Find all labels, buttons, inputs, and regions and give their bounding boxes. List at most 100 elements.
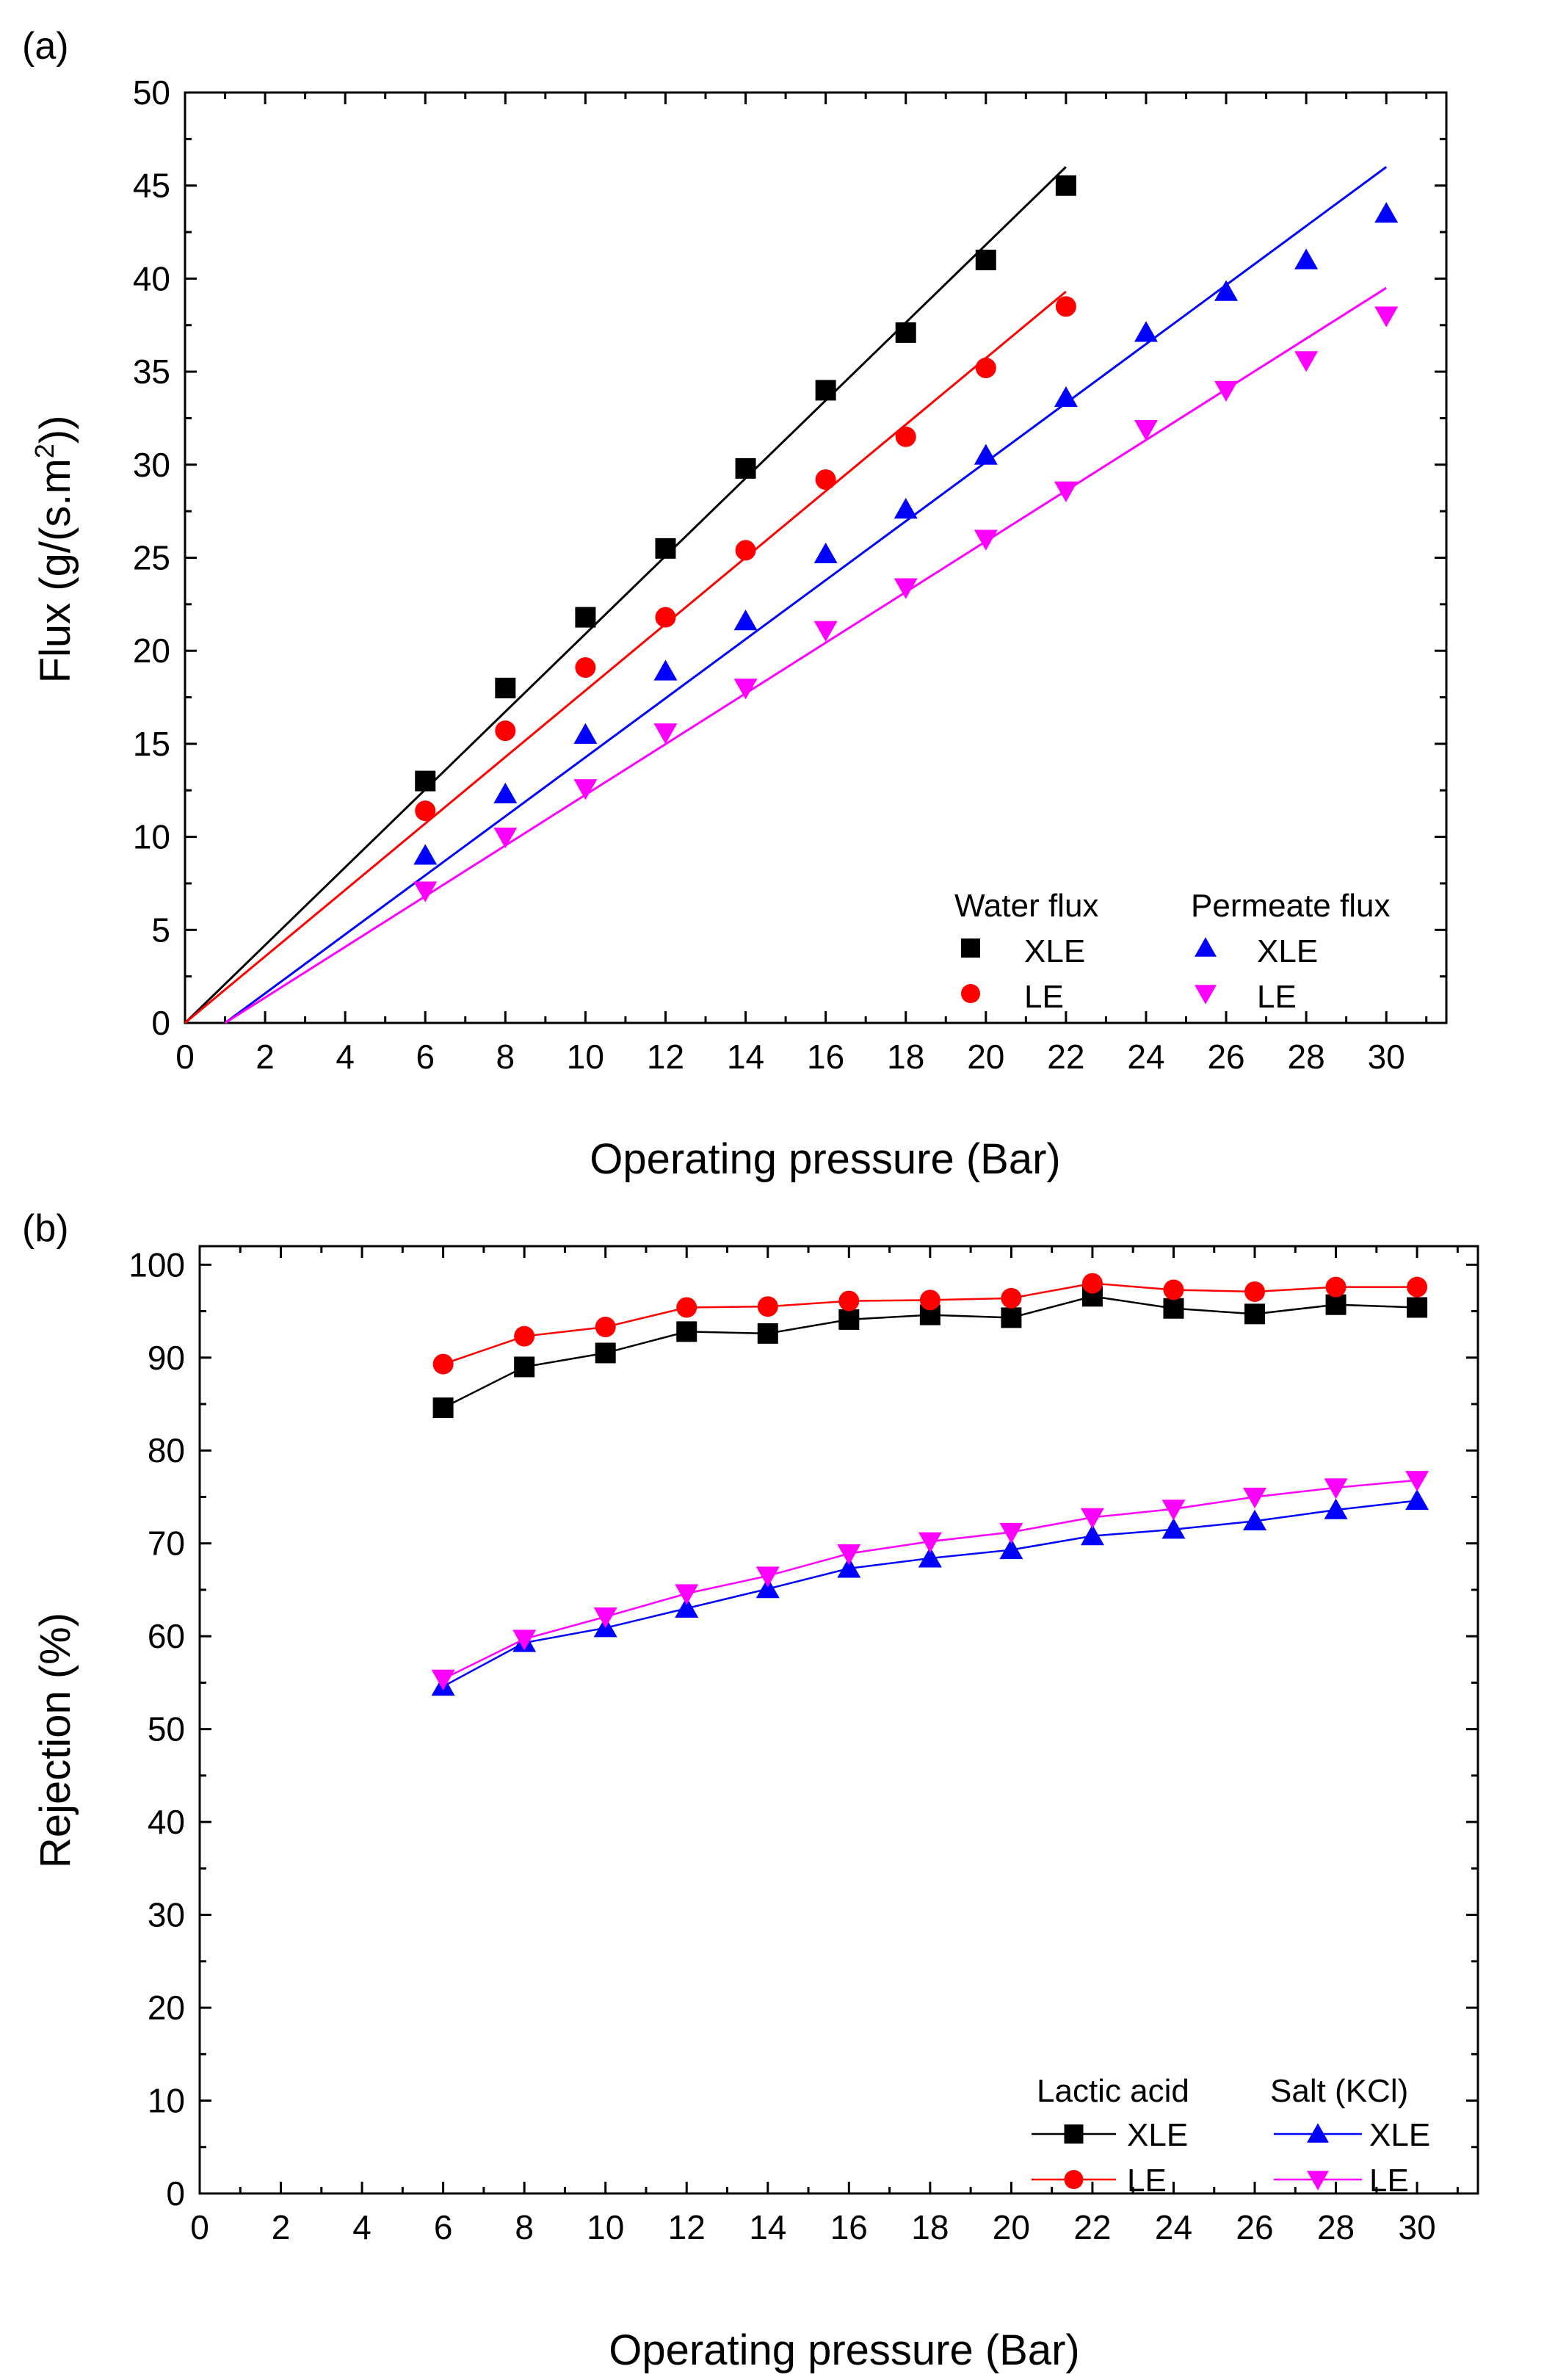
chart-a-series-permeate-flux-le-point xyxy=(1374,306,1399,328)
chart-a-y-axis-title-superscript: 2 xyxy=(29,444,59,458)
chart-b-series-lactic-acid-xle-point xyxy=(676,1321,697,1342)
chart-a-y-tick-label: 45 xyxy=(133,167,170,205)
chart-a-y-tick-label: 25 xyxy=(133,539,170,577)
chart-b-series-lactic-acid-xle-point xyxy=(1163,1298,1184,1319)
chart-b-legend: Lactic acid Salt (KCl) XLE LE XLE LE xyxy=(1032,2073,1430,2199)
chart-b-x-tick-label: 4 xyxy=(352,2208,371,2246)
chart-b-y-tick-label: 80 xyxy=(148,1431,185,1469)
chart-b-legend-label-salt-le: LE xyxy=(1369,2163,1409,2199)
chart-a-series-permeate-flux-le-point xyxy=(813,621,838,642)
chart-b-series-lactic-acid-xle-point xyxy=(1407,1297,1428,1318)
chart-a-series-water-flux-xle-point xyxy=(575,607,596,628)
chart-a-series-water-flux-xle-point xyxy=(815,380,836,401)
chart-b-series-salt-kcl-xle-point xyxy=(1161,1518,1186,1539)
chart-a-y-tick-label: 20 xyxy=(133,632,170,670)
chart-a-y-tick-label: 40 xyxy=(133,259,170,297)
chart-b-y-tick-label: 40 xyxy=(148,1803,185,1841)
chart-b-x-axis-title: Operating pressure (Bar) xyxy=(609,2326,1079,2374)
chart-a-series-permeate-flux-xle-point xyxy=(1294,248,1319,270)
chart-b-series-lactic-acid-xle-point xyxy=(757,1323,778,1344)
chart-a-y-tick-label: 5 xyxy=(151,911,170,949)
chart-b-series-salt-kcl-le-point xyxy=(1161,1500,1186,1521)
chart-b-x-tick-label: 28 xyxy=(1317,2208,1355,2246)
chart-a-x-tick-label: 24 xyxy=(1127,1038,1164,1076)
chart-a-series-permeate-flux-xle-point xyxy=(493,782,518,803)
chart-a-x-tick-label: 20 xyxy=(967,1038,1004,1076)
chart-a-legend-marker-permeate-le xyxy=(1195,985,1217,1005)
chart-a-x-tick-label: 28 xyxy=(1288,1038,1325,1076)
chart-b-series-salt-kcl-xle-point xyxy=(1405,1489,1429,1511)
chart-b-x-tick-label: 26 xyxy=(1236,2208,1273,2246)
chart-a-series-permeate-flux-le-point xyxy=(974,529,998,551)
chart-a-y-tick-label: 10 xyxy=(133,818,170,856)
chart-a-legend-label-water-xle: XLE xyxy=(1024,933,1085,969)
chart-b-series-lactic-acid-le-point xyxy=(676,1297,697,1318)
chart-b-series-lactic-acid-xle-point xyxy=(1244,1303,1266,1325)
chart-a-series-permeate-flux-xle-fit-line xyxy=(224,166,1388,1024)
chart-b-series-salt-kcl-le-point xyxy=(675,1584,699,1605)
chart-b-series-lactic-acid-le-point xyxy=(1081,1273,1103,1294)
chart-a-series-permeate-flux-xle-point xyxy=(573,723,598,744)
chart-b-x-tick-label: 22 xyxy=(1073,2208,1111,2246)
chart-b-series-salt-kcl-xle-point xyxy=(755,1577,780,1599)
chart-a-legend: Water flux Permeate flux XLE LE XLE LE xyxy=(954,888,1390,1015)
chart-a-x-tick-label: 22 xyxy=(1047,1038,1084,1076)
chart-b-series-salt-kcl-le-point xyxy=(1405,1471,1429,1492)
chart-a-series-water-flux-le-point xyxy=(415,800,436,822)
chart-b-y-tick-label: 20 xyxy=(148,1989,185,2027)
chart-b-series-lactic-acid-xle-point xyxy=(1325,1294,1347,1315)
chart-a-series-permeate-flux-xle-point xyxy=(813,542,838,564)
chart-a-series-permeate-flux-xle-point xyxy=(1054,386,1078,408)
chart-b-legend-markers xyxy=(1032,2123,1362,2191)
panel-label-b: (b) xyxy=(22,1207,69,1250)
chart-b-x-tick-label: 0 xyxy=(190,2208,209,2246)
chart-b-series-salt-kcl-xle-point xyxy=(1324,1498,1348,1519)
chart-a-series-water-flux-xle-point xyxy=(415,770,436,792)
chart-b-series-salt-kcl-le-point xyxy=(1243,1487,1267,1509)
chart-a-series-water-flux-le-point xyxy=(655,607,676,628)
chart-b-y-tick-label: 100 xyxy=(128,1245,185,1284)
chart-b-series-salt-kcl-xle-point xyxy=(675,1596,699,1618)
chart-b-y-tick-label: 70 xyxy=(148,1524,185,1563)
chart-b-legend-label-lactic-xle: XLE xyxy=(1127,2117,1188,2153)
chart-b-series-salt-kcl-le-point xyxy=(837,1544,861,1566)
chart-a-series-water-flux-le-point xyxy=(975,358,996,379)
chart-b-series-lactic-acid-xle-point xyxy=(1001,1307,1022,1328)
chart-b-legend-marker-lactic-le xyxy=(1064,2170,1084,2189)
chart-b-x-tick-label: 20 xyxy=(993,2208,1030,2246)
chart-b: (b) 0 2 4 6 8 10 12 14 16 18 20 22 24 26 28 30010203040… xyxy=(22,1207,1479,2374)
chart-a-series-permeate-flux-xle-point xyxy=(413,844,438,865)
chart-a-y-tick-label: 35 xyxy=(133,352,170,391)
chart-b-legend-marker-lactic-xle xyxy=(1064,2124,1084,2144)
chart-a-legend-group-water-flux: Water flux xyxy=(954,888,1098,924)
chart-b-x-tick-label: 30 xyxy=(1399,2208,1436,2246)
chart-b-legend-group-lactic-acid: Lactic acid xyxy=(1037,2073,1189,2109)
chart-a-series-permeate-flux-xle-point xyxy=(1134,321,1158,342)
chart-b-series-salt-kcl-xle-point xyxy=(918,1547,942,1568)
chart-b-series-lactic-acid-le-point xyxy=(1407,1276,1428,1298)
chart-b-y-tick-label: 50 xyxy=(148,1710,185,1748)
chart-a-x-tick-label: 12 xyxy=(647,1038,684,1076)
chart-b-x-tick-label: 18 xyxy=(911,2208,949,2246)
chart-a-legend-group-permeate-flux: Permeate flux xyxy=(1191,888,1390,924)
chart-a-series-water-flux-xle-point xyxy=(495,677,516,698)
chart-a-plot: 0 2 4 6 8 10 12 14 16 18 20 22 24 26 28 300510152025303… xyxy=(133,73,1448,1076)
chart-a-series-permeate-flux-le-point xyxy=(1214,380,1239,402)
chart-b-series-salt-kcl-le-point xyxy=(512,1630,537,1651)
chart-a-x-tick-label: 16 xyxy=(807,1038,844,1076)
chart-b-x-tick-label: 14 xyxy=(749,2208,786,2246)
chart-b-x-tick-label: 8 xyxy=(515,2208,534,2246)
chart-a-y-tick-label: 30 xyxy=(133,446,170,484)
chart-b-series-lactic-acid-le-point xyxy=(1001,1287,1022,1309)
chart-b-series-salt-kcl-le-point xyxy=(999,1522,1023,1544)
chart-a-x-tick-label: 6 xyxy=(416,1038,435,1076)
chart-a-x-tick-label: 0 xyxy=(175,1038,195,1076)
chart-b-series-lactic-acid-le-point xyxy=(1163,1279,1184,1301)
chart-a-series-permeate-flux-le-point xyxy=(413,881,438,903)
chart-a-series-water-flux-xle-fit-line xyxy=(184,166,1067,1024)
chart-a-series-water-flux-le-point xyxy=(735,540,756,561)
chart-b-series-lactic-acid-xle-point xyxy=(514,1356,535,1378)
chart-a-series-water-flux-le-point xyxy=(1055,296,1076,317)
panel-label-a: (a) xyxy=(22,25,69,68)
chart-b-series-salt-kcl-le-point xyxy=(431,1669,455,1690)
